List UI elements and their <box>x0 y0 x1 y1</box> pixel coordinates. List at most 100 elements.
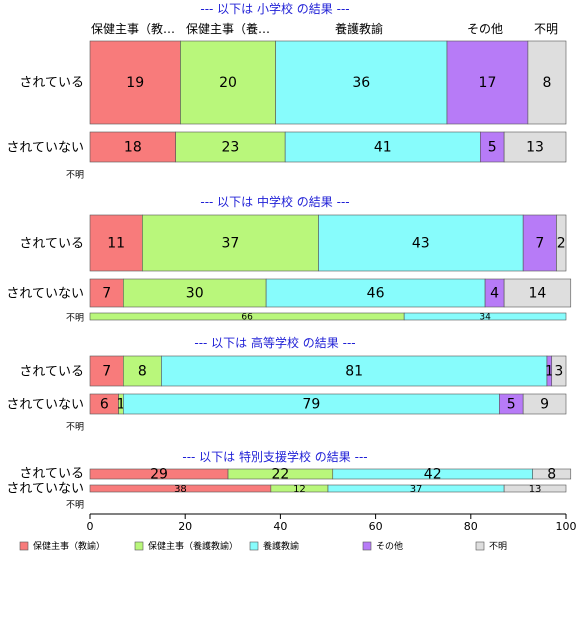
data-label: 7 <box>102 364 111 380</box>
bar-segment <box>275 40 448 125</box>
category-header-2: 養護教諭 <box>335 21 383 36</box>
bar-segment <box>318 214 524 272</box>
row-label: 不明 <box>66 313 84 324</box>
bar-segment <box>175 131 286 163</box>
legend-label: その他 <box>376 540 403 552</box>
data-label: 30 <box>186 286 204 302</box>
bar-segment <box>556 214 567 272</box>
data-label: 12 <box>293 484 306 495</box>
data-label: 8 <box>547 467 556 483</box>
bar-segment <box>551 355 567 387</box>
x-tick-label: 100 <box>556 520 577 533</box>
data-label: 5 <box>507 397 516 413</box>
data-label: 22 <box>271 467 289 483</box>
data-label: 1 <box>545 364 554 380</box>
bar-segment <box>532 468 572 480</box>
data-label: 8 <box>138 364 147 380</box>
row-label: 不明 <box>66 422 84 433</box>
bar-segment <box>180 40 276 125</box>
data-label: 38 <box>174 484 187 495</box>
data-label: 19 <box>126 75 144 91</box>
data-label: 2 <box>557 236 566 252</box>
data-label: 66 <box>241 313 253 323</box>
bar-segment <box>403 312 567 321</box>
data-label: 41 <box>374 140 392 156</box>
bar-segment <box>527 40 567 125</box>
data-label: 46 <box>367 286 385 302</box>
data-label: 81 <box>345 364 363 380</box>
bar-segment <box>123 355 162 387</box>
x-tick-label: 20 <box>178 520 192 533</box>
row-label: されていない <box>6 398 84 413</box>
category-header-3: その他 <box>467 22 503 36</box>
legend-swatch <box>134 541 144 551</box>
row-label: されている <box>19 76 84 91</box>
bar-segment <box>89 214 143 272</box>
data-label: 13 <box>526 140 544 156</box>
data-label: 34 <box>479 313 491 323</box>
data-label: 6 <box>100 397 109 413</box>
data-label: 42 <box>424 467 442 483</box>
data-label: 5 <box>488 140 497 156</box>
x-tick-label: 40 <box>273 520 287 533</box>
bar-segment <box>446 40 529 125</box>
data-label: 3 <box>554 364 563 380</box>
legend-swatch <box>362 541 372 551</box>
legend-label: 不明 <box>489 541 507 552</box>
bar-segment <box>265 278 486 308</box>
legend-label: 保健主事（教諭） <box>33 540 105 552</box>
bar-segment <box>522 214 557 272</box>
category-header-0: 保健主事（教… <box>91 21 175 36</box>
bar-segment <box>142 214 319 272</box>
group-title: --- 以下は 高等学校 の結果 --- <box>194 335 355 350</box>
legend-label: 養護教諭 <box>263 540 299 552</box>
group-title: --- 以下は 特別支援学校 の結果 --- <box>182 449 367 464</box>
data-label: 20 <box>219 75 237 91</box>
bar-segment <box>284 131 481 163</box>
data-label: 1 <box>116 397 125 413</box>
data-label: 37 <box>410 484 423 495</box>
row-label: されていない <box>6 141 84 156</box>
bar-segment <box>123 278 267 308</box>
bar-segment <box>522 393 567 415</box>
data-label: 7 <box>535 236 544 252</box>
row-label: されていない <box>6 482 84 497</box>
x-tick-label: 80 <box>464 520 478 533</box>
data-label: 36 <box>352 75 370 91</box>
data-label: 79 <box>302 397 320 413</box>
bar-segment <box>503 484 567 493</box>
row-label: 不明 <box>66 170 84 181</box>
row-label: されている <box>19 237 84 252</box>
bar-segment <box>89 131 176 163</box>
legend-swatch <box>19 541 29 551</box>
legend-swatch <box>475 541 485 551</box>
row-label: されていない <box>6 287 84 302</box>
data-label: 37 <box>222 236 240 252</box>
data-label: 23 <box>222 140 240 156</box>
bar-segment <box>503 278 572 308</box>
bar-segment <box>89 355 124 387</box>
bar-segment <box>161 355 548 387</box>
data-label: 29 <box>150 467 168 483</box>
bar-segment <box>89 278 124 308</box>
data-label: 8 <box>542 75 551 91</box>
row-label: されている <box>19 467 84 482</box>
data-label: 43 <box>412 236 430 252</box>
legend-swatch <box>249 541 259 551</box>
group-title: --- 以下は 中学校 の結果 --- <box>200 194 349 209</box>
category-header-1: 保健主事（養… <box>186 21 270 36</box>
data-label: 18 <box>124 140 142 156</box>
bar-segment <box>89 40 181 125</box>
data-label: 11 <box>107 236 125 252</box>
data-label: 7 <box>102 286 111 302</box>
legend-label: 保健主事（養護教諭） <box>148 540 238 552</box>
bar-segment <box>503 131 567 163</box>
data-label: 13 <box>529 484 542 495</box>
data-label: 14 <box>529 286 547 302</box>
row-label: されている <box>19 365 84 380</box>
category-header-4: 不明 <box>534 22 558 36</box>
data-label: 9 <box>540 397 549 413</box>
data-label: 17 <box>479 75 497 91</box>
x-tick-label: 0 <box>87 520 94 533</box>
